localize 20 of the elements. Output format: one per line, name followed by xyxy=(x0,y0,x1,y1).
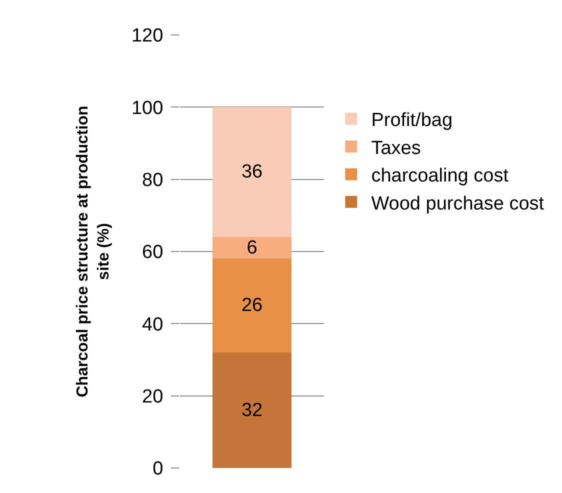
bar xyxy=(212,352,292,468)
data-label: 26 xyxy=(241,295,263,316)
legend-label: Taxes xyxy=(371,138,421,159)
bar xyxy=(212,237,292,259)
legend-label: Profit/bag xyxy=(371,110,453,132)
y-tick-label: 80 xyxy=(142,170,164,191)
y-tick-label: 100 xyxy=(131,98,164,119)
y-axis-title: Charcoal price structure at production site (%) xyxy=(74,106,112,398)
data-label: 6 xyxy=(246,237,258,258)
y-tick-label: 60 xyxy=(142,242,164,264)
data-label: 36 xyxy=(241,162,263,183)
bar xyxy=(212,258,292,353)
y-tick-label: 40 xyxy=(142,314,164,336)
legend-label: charcoaling cost xyxy=(371,166,510,187)
bar xyxy=(212,107,292,238)
y-tick-label: 0 xyxy=(152,458,164,480)
data-label: 32 xyxy=(241,400,263,421)
y-tick-label: 20 xyxy=(142,386,164,408)
y-tick-label: 120 xyxy=(131,26,164,47)
legend-label: Wood purchase cost xyxy=(371,193,545,214)
